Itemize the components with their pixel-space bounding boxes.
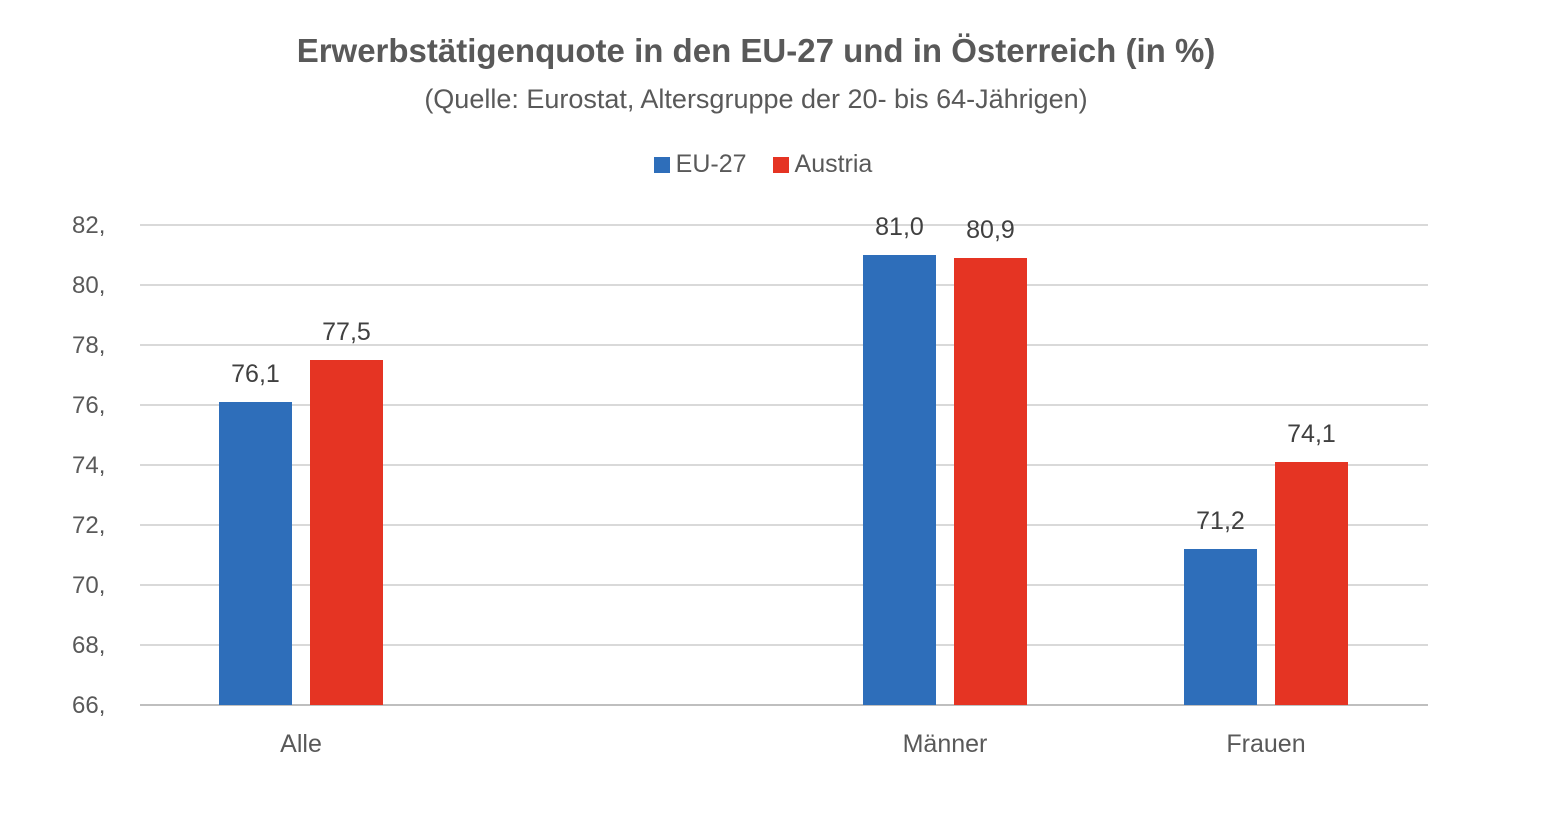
legend-label-eu27: EU-27 (675, 150, 747, 178)
y-tick-label: 70, (72, 572, 105, 599)
data-label: 74,1 (1287, 420, 1336, 448)
bar-eu27-0 (219, 402, 292, 705)
y-tick-label: 82, (72, 212, 105, 239)
x-category-label: Frauen (1226, 730, 1305, 758)
legend-label-austria: Austria (794, 150, 873, 178)
data-label: 81,0 (875, 213, 924, 241)
data-label: 77,5 (322, 318, 371, 346)
legend-item-austria: Austria (772, 150, 873, 179)
y-tick-label: 72, (72, 512, 105, 539)
chart-subtitle: (Quelle: Eurostat, Altersgruppe der 20- … (424, 84, 1088, 114)
chart-title: Erwerbstätigenquote in den EU-27 und in … (296, 32, 1216, 69)
legend-swatch-austria (772, 156, 789, 173)
y-tick-label: 76, (72, 392, 105, 419)
bar-austria-2 (1275, 462, 1348, 705)
y-tick-label: 80, (72, 272, 105, 299)
data-label: 71,2 (1196, 507, 1245, 535)
data-label: 80,9 (966, 216, 1015, 244)
bar-austria-0 (310, 360, 383, 705)
bar-eu27-1 (863, 255, 936, 705)
y-tick-label: 68, (72, 632, 105, 659)
legend: EU-27 Austria (0, 150, 1526, 179)
bar-eu27-2 (1184, 549, 1257, 705)
y-tick-label: 66, (72, 692, 105, 719)
y-tick-label: 78, (72, 332, 105, 359)
x-category-label: Alle (280, 730, 322, 758)
legend-item-eu27: EU-27 (653, 150, 747, 179)
bar-austria-1 (954, 258, 1027, 705)
y-tick-label: 74, (72, 452, 105, 479)
data-label: 76,1 (231, 360, 280, 388)
legend-swatch-eu27 (653, 156, 670, 173)
x-category-label: Männer (903, 730, 988, 758)
